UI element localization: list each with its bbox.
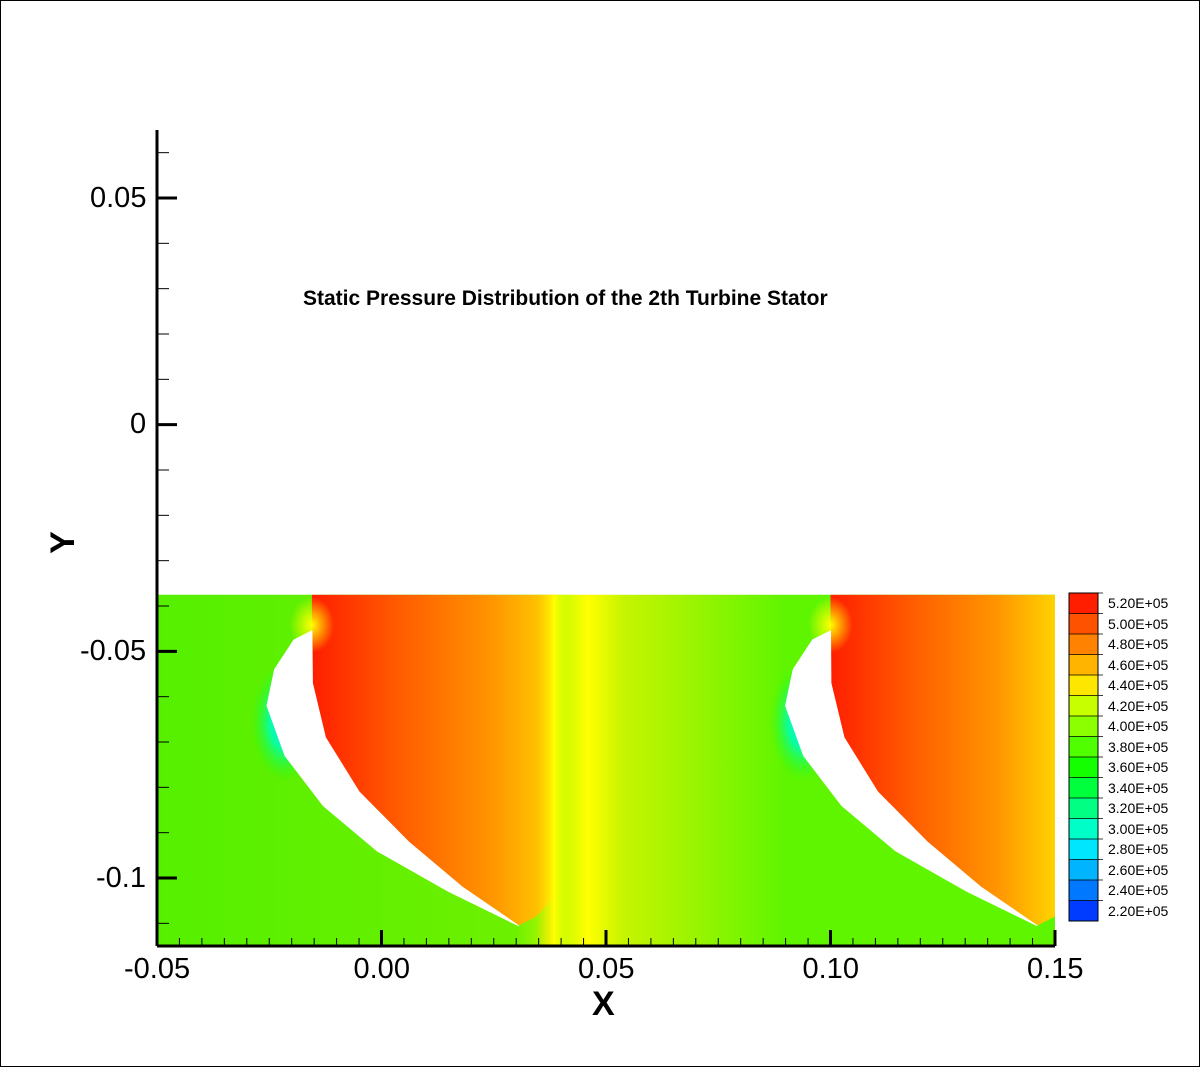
chart-title: Static Pressure Distribution of the 2th … bbox=[303, 287, 828, 310]
legend-label: 3.80E+05 bbox=[1108, 738, 1169, 755]
axes bbox=[155, 130, 1057, 948]
legend-label: 5.20E+05 bbox=[1108, 595, 1169, 612]
blade-1 bbox=[266, 630, 519, 927]
x-axis-label: X bbox=[592, 985, 615, 1023]
legend-swatch bbox=[1069, 900, 1098, 921]
legend-swatch bbox=[1069, 593, 1098, 614]
legend-label: 4.00E+05 bbox=[1108, 718, 1169, 735]
legend-border bbox=[1068, 592, 1099, 922]
legend-label: 3.20E+05 bbox=[1108, 800, 1169, 817]
y-tick-label: 0.05 bbox=[90, 181, 147, 214]
blade-cutouts bbox=[266, 630, 1038, 927]
legend-swatch bbox=[1069, 716, 1098, 737]
legend-label: 2.80E+05 bbox=[1108, 841, 1169, 858]
x-tick-label: 0.00 bbox=[353, 953, 410, 985]
legend-swatch bbox=[1069, 736, 1098, 757]
legend-swatch bbox=[1069, 839, 1098, 860]
legend-label: 5.00E+05 bbox=[1108, 615, 1169, 632]
legend-swatch bbox=[1069, 777, 1098, 798]
transition-band bbox=[536, 594, 573, 946]
legend-label: 3.00E+05 bbox=[1108, 820, 1169, 837]
legend-swatch bbox=[1069, 880, 1098, 901]
high-pressure-region bbox=[311, 594, 555, 926]
legend-label: 4.60E+05 bbox=[1108, 656, 1169, 673]
x-tick-label: 0.10 bbox=[802, 953, 859, 985]
blade-2 bbox=[785, 630, 1038, 927]
legend-label: 2.40E+05 bbox=[1108, 882, 1169, 899]
legend-swatch bbox=[1069, 654, 1098, 675]
legend-label: 2.60E+05 bbox=[1108, 861, 1169, 878]
legend-swatch bbox=[1069, 634, 1098, 655]
legend-swatch bbox=[1069, 613, 1098, 634]
legend-label: 2.20E+05 bbox=[1108, 902, 1169, 919]
legend-label: 3.40E+05 bbox=[1108, 779, 1169, 796]
legend-swatch bbox=[1069, 757, 1098, 778]
y-tick-label: 0 bbox=[130, 408, 147, 441]
y-tick-label: -0.05 bbox=[80, 634, 147, 667]
x-tick-label: 0.05 bbox=[578, 953, 635, 985]
y-tick-label: -0.1 bbox=[96, 861, 146, 894]
legend-label: 4.80E+05 bbox=[1108, 636, 1169, 653]
y-axis-label: Y bbox=[43, 531, 82, 554]
color-legend bbox=[1068, 592, 1103, 922]
x-tick-label: 0.15 bbox=[1027, 953, 1084, 985]
high-pressure-region bbox=[830, 594, 1055, 926]
legend-swatch bbox=[1069, 675, 1098, 696]
legend-label: 4.20E+05 bbox=[1108, 697, 1169, 714]
legend-swatch bbox=[1069, 859, 1098, 880]
legend-swatch bbox=[1069, 798, 1098, 819]
legend-label: 4.40E+05 bbox=[1108, 677, 1169, 694]
x-tick-label: -0.05 bbox=[124, 953, 191, 985]
legend-swatch bbox=[1069, 818, 1098, 839]
legend-swatch bbox=[1069, 695, 1098, 716]
legend-label: 3.60E+05 bbox=[1108, 759, 1169, 776]
